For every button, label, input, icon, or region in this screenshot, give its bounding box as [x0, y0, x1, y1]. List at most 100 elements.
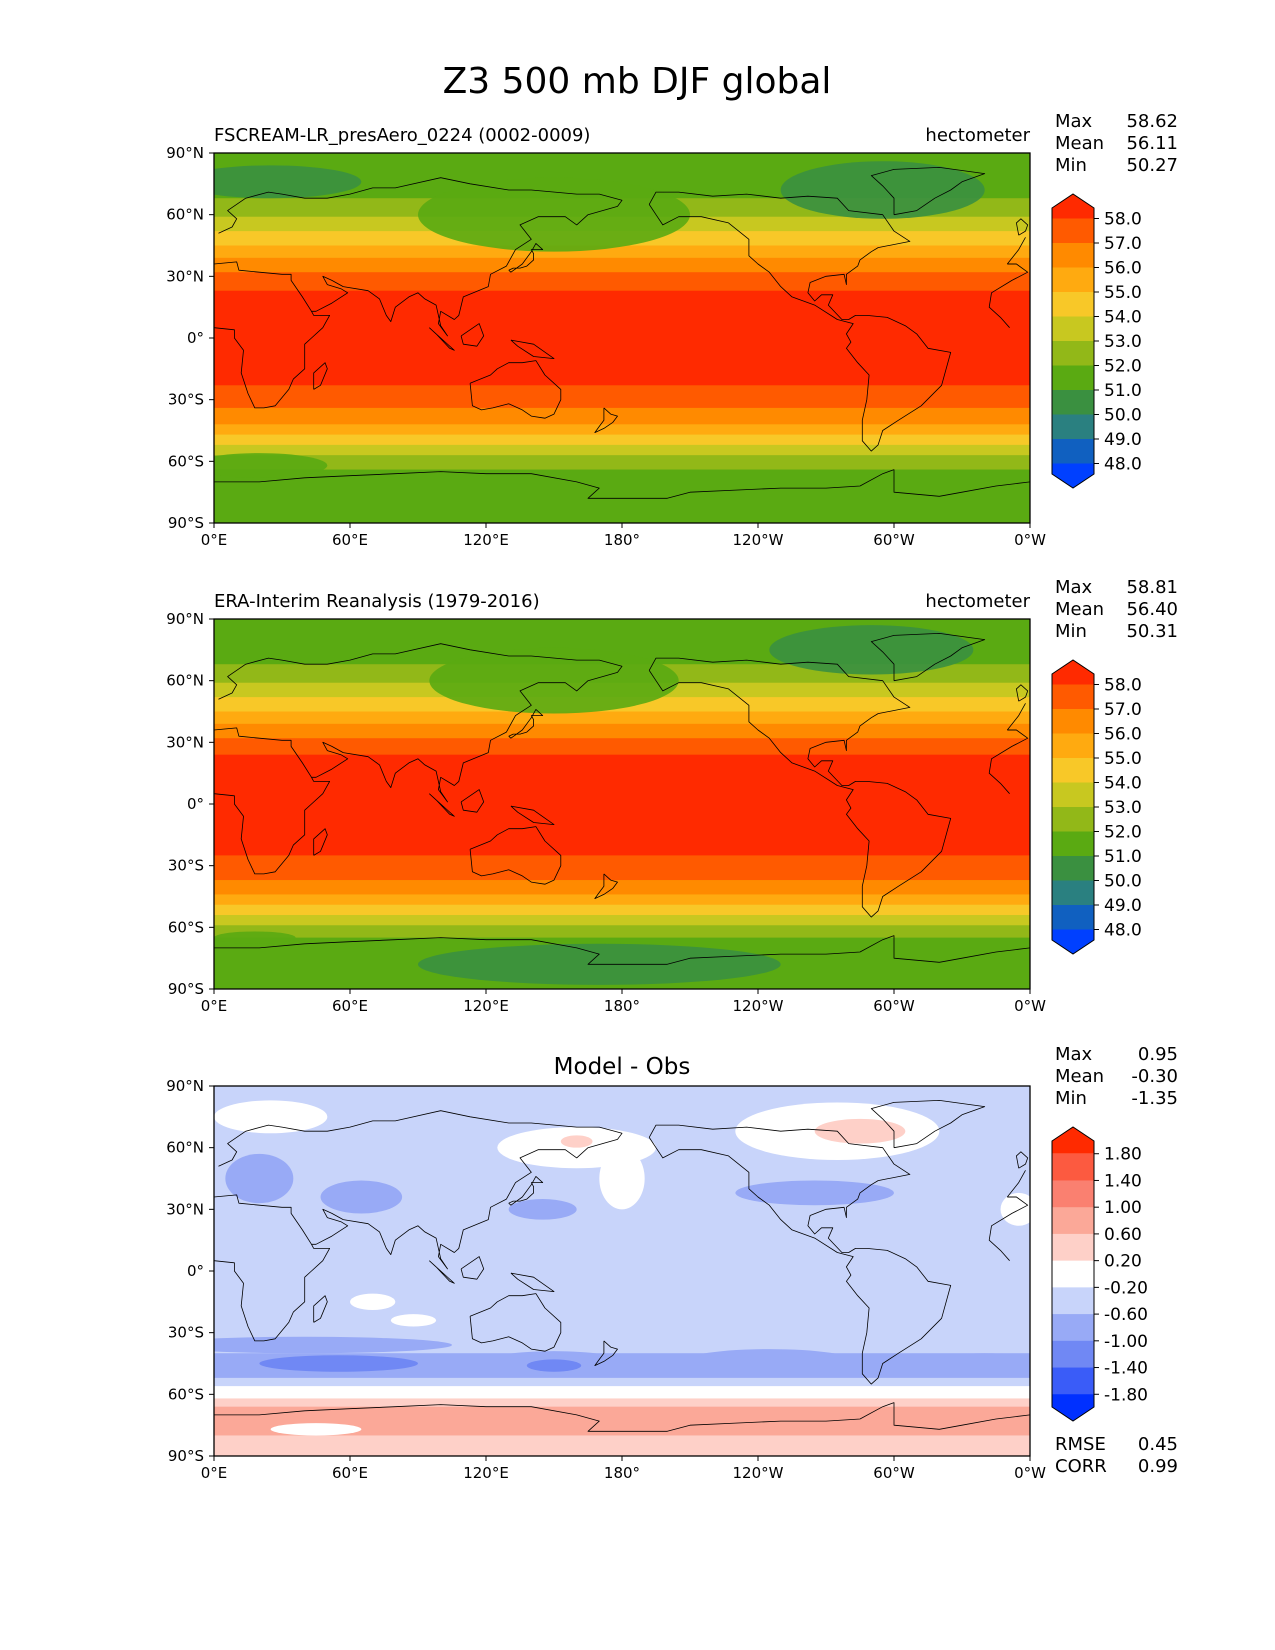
contour-band — [214, 481, 1030, 485]
coastline — [214, 1402, 1030, 1432]
contour-band — [214, 937, 1030, 941]
stat-label: Min — [1055, 155, 1087, 176]
contour-band — [214, 838, 1030, 842]
contour-band — [214, 403, 1030, 407]
coastline — [594, 873, 618, 899]
contour-band — [214, 841, 1030, 844]
contour-region — [939, 1353, 1030, 1370]
colorbar-tick-label: 1.40 — [1104, 1171, 1142, 1191]
contour-band — [214, 459, 1030, 462]
colorbar-segment — [1052, 929, 1094, 954]
contour-band — [214, 894, 1030, 898]
contour-region — [214, 1336, 452, 1354]
contour-band — [214, 494, 1030, 497]
contour-region — [526, 1359, 582, 1372]
contour-band — [214, 288, 1030, 292]
contour-field — [214, 153, 1030, 523]
contour-band — [214, 816, 1030, 819]
contour-band — [214, 257, 1030, 261]
contour-band — [214, 329, 1030, 333]
contour-band — [214, 927, 1030, 930]
colorbar-tick-label: 54.0 — [1104, 774, 1142, 794]
contour-band — [214, 414, 1030, 417]
contour-band — [214, 153, 1030, 156]
y-tick-label: 30°S — [168, 1324, 204, 1342]
coastline — [870, 633, 986, 682]
colorbar-tick-label: 48.0 — [1104, 921, 1142, 941]
contour-band — [214, 303, 1030, 306]
contour-band — [214, 465, 1030, 469]
contour-band — [214, 309, 1030, 312]
colorbar-tick-label: 58.0 — [1104, 676, 1142, 696]
contour-region — [508, 1199, 577, 1220]
contour-band — [214, 754, 1030, 758]
y-tick-label: 60°S — [168, 1385, 204, 1403]
coastline — [594, 1340, 618, 1366]
contour-band — [214, 457, 1030, 460]
coastline — [214, 263, 1029, 409]
contour-band — [214, 434, 1030, 438]
coastlines — [214, 1100, 1030, 1432]
colorbar-segment — [1052, 365, 1094, 391]
contour-band — [214, 348, 1030, 351]
contour-band — [214, 822, 1030, 826]
contour-band — [214, 428, 1030, 432]
contour-band — [214, 801, 1030, 805]
contour-band — [214, 896, 1030, 900]
colorbar-tick-label: 55.0 — [1104, 749, 1142, 769]
coastline — [510, 805, 555, 825]
contour-band — [214, 824, 1030, 828]
contour-band — [214, 804, 1030, 807]
contour-region — [225, 1153, 294, 1204]
contour-band — [214, 370, 1030, 374]
coastline — [429, 327, 455, 351]
contour-band — [214, 986, 1030, 989]
y-tick-label: 30°S — [168, 857, 204, 875]
contour-band — [214, 898, 1030, 902]
contour-band — [214, 412, 1030, 415]
colorbar-segment — [1052, 758, 1094, 783]
y-tick-label: 90°S — [168, 980, 204, 998]
contour-band — [214, 867, 1030, 871]
contour-band — [214, 245, 1030, 249]
contour-region — [560, 1135, 593, 1148]
contour-band — [214, 516, 1030, 520]
contour-band — [214, 725, 1030, 729]
coastline — [429, 1260, 455, 1284]
y-tick-label: 30°S — [168, 391, 204, 409]
contour-band — [214, 290, 1030, 294]
contour-band — [214, 931, 1030, 935]
map-panel-1: 0°E 60°E 120°E 180° 120°W 60°W 0°W 90°N 60°N 30°N… — [166, 111, 1178, 549]
stat-value: 58.62 — [1126, 111, 1178, 132]
y-tick-label: 90°N — [166, 144, 204, 162]
contour-band — [214, 631, 1030, 634]
contour-band — [214, 446, 1030, 450]
stat-value: -0.30 — [1131, 1066, 1178, 1087]
contour-band — [214, 294, 1030, 298]
contour-band — [214, 307, 1030, 310]
contour-band — [214, 869, 1030, 873]
colorbar-segment — [1052, 1314, 1094, 1342]
contour-band — [214, 157, 1030, 160]
contour-band — [214, 368, 1030, 372]
contour-region — [769, 625, 974, 675]
contour-band — [214, 917, 1030, 920]
y-tick-label: 60°S — [168, 452, 204, 470]
x-tick-label: 0°E — [201, 997, 228, 1015]
y-tick-label: 60°N — [166, 206, 204, 224]
contour-band — [214, 407, 1030, 411]
contour-band — [214, 890, 1030, 893]
contour-band — [214, 919, 1030, 922]
contour-band — [214, 921, 1030, 924]
x-tick-label: 180° — [604, 531, 640, 549]
contour-band — [214, 272, 1030, 275]
colorbar-segment — [1052, 856, 1094, 881]
coastline — [1016, 218, 1029, 236]
contour-band — [214, 159, 1030, 162]
contour-band — [214, 935, 1030, 939]
contour-band — [214, 806, 1030, 809]
contour-band — [214, 430, 1030, 434]
y-tick-label: 0° — [187, 329, 204, 347]
contour-region — [214, 1100, 328, 1134]
colorbar-tick-label: 58.0 — [1104, 210, 1142, 230]
